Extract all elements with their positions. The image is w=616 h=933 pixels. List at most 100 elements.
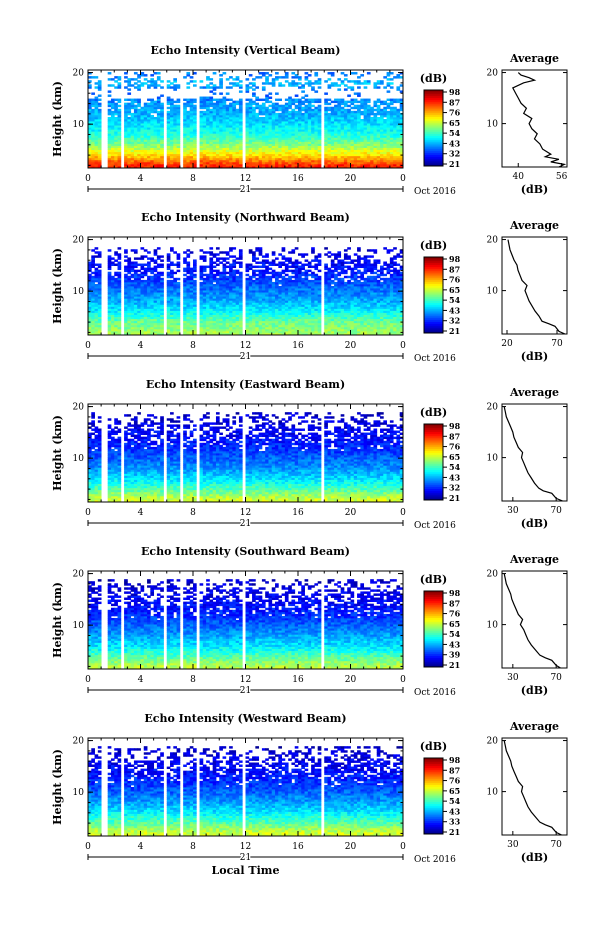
- heatmap-cell: [154, 274, 158, 276]
- heatmap-cell: [252, 251, 256, 253]
- heatmap-cell: [114, 117, 118, 119]
- heatmap-cell: [170, 247, 174, 249]
- heatmap-cell: [160, 264, 164, 266]
- heatmap-cell: [213, 274, 217, 276]
- heatmap-cell: [160, 86, 164, 88]
- heatmap-cell: [298, 76, 302, 78]
- heatmap-cells: [88, 72, 403, 168]
- heatmap-cell: [118, 105, 122, 107]
- heatmap-cell: [262, 117, 266, 119]
- heatmap-cell: [229, 99, 233, 101]
- heatmap-cell: [213, 103, 217, 105]
- heatmap-cell: [367, 72, 371, 74]
- heatmap-cell: [278, 82, 282, 84]
- colorbar-tick-label: 98: [449, 87, 461, 97]
- heatmap-cell: [137, 99, 141, 101]
- heatmap-cell: [88, 274, 92, 276]
- heatmap-cell: [383, 86, 387, 88]
- heatmap-cell: [390, 107, 394, 109]
- heatmap-cell: [351, 111, 355, 113]
- heatmap-cell: [387, 90, 391, 92]
- heatmap-cell: [318, 86, 322, 88]
- heatmap-cell: [141, 280, 145, 282]
- x-tick-label: 0: [85, 174, 91, 184]
- heatmap-cell: [114, 278, 118, 280]
- heatmap-cell: [357, 76, 361, 78]
- heatmap-cell: [131, 274, 135, 276]
- heatmap-cell: [364, 99, 368, 101]
- heatmap-cell: [246, 78, 250, 80]
- heatmap-cell: [367, 80, 371, 82]
- heatmap-cell: [252, 107, 256, 109]
- heatmap-cell: [324, 80, 328, 82]
- x-tick-label: 20: [345, 174, 357, 184]
- heatmap-cell: [226, 86, 230, 88]
- heatmap-cell: [134, 262, 138, 264]
- heatmap-cell: [170, 86, 174, 88]
- heatmap-cell: [311, 109, 315, 111]
- heatmap-cell: [390, 82, 394, 84]
- heatmap-cell: [144, 255, 148, 257]
- heatmap-cell: [154, 259, 158, 261]
- heatmap-cell: [150, 99, 154, 101]
- heatmap-cell: [167, 80, 171, 82]
- heatmap-cell: [239, 80, 243, 82]
- heatmap-cell: [141, 247, 145, 249]
- heatmap-cell: [223, 251, 227, 253]
- heatmap-cell: [144, 74, 148, 76]
- heatmap-cell: [95, 264, 99, 266]
- heatmap-cell: [229, 103, 233, 105]
- heatmap-cell: [173, 78, 177, 80]
- heatmap-cell: [239, 84, 243, 86]
- heatmap-cell: [314, 107, 318, 109]
- heatmap-cell: [108, 78, 112, 80]
- heatmap-cell: [255, 113, 259, 115]
- heatmap-cell: [186, 72, 190, 74]
- heatmap-cell: [134, 72, 138, 74]
- heatmap-cell: [223, 264, 227, 266]
- heatmap-cell: [134, 270, 138, 272]
- heatmap-cell: [160, 259, 164, 261]
- heatmap-cell: [360, 74, 364, 76]
- x-tick-label: 0: [400, 174, 406, 184]
- heatmap-cell: [114, 272, 118, 274]
- heatmap-cell: [239, 99, 243, 101]
- heatmap-cell: [351, 86, 355, 88]
- heatmap-cell: [160, 255, 164, 257]
- heatmap-cell: [390, 78, 394, 80]
- heatmap-cell: [328, 113, 332, 115]
- heatmap-cell: [144, 268, 148, 270]
- heatmap-cell: [124, 86, 128, 88]
- heatmap-cell: [108, 101, 112, 103]
- heatmap-cell: [131, 99, 135, 101]
- heatmap-cell: [157, 97, 161, 99]
- x-tick-label: 4: [138, 174, 144, 184]
- heatmap-cell: [134, 99, 138, 101]
- heatmap-cell: [328, 103, 332, 105]
- heatmap-cell: [252, 270, 256, 272]
- heatmap-cell: [360, 111, 364, 113]
- heatmap-cell: [334, 99, 338, 101]
- heatmap-cell: [393, 99, 397, 101]
- heatmap-cell: [203, 86, 207, 88]
- heatmap-cell: [393, 76, 397, 78]
- heatmap-cell: [236, 109, 240, 111]
- heatmap-cell: [170, 262, 174, 264]
- heatmap-cell: [200, 111, 204, 113]
- heatmap-cell: [285, 80, 289, 82]
- heatmap-cell: [331, 72, 335, 74]
- heatmap-cell: [157, 76, 161, 78]
- heatmap-cell: [236, 101, 240, 103]
- heatmap-cell: [275, 72, 279, 74]
- heatmap-cell: [298, 99, 302, 101]
- x-tick-label: 8: [190, 174, 196, 184]
- heatmap-cell: [209, 257, 213, 259]
- heatmap-cell: [114, 76, 118, 78]
- heatmap-cell: [134, 86, 138, 88]
- heatmap-cell: [134, 257, 138, 259]
- heatmap-cell: [278, 105, 282, 107]
- heatmap-cell: [213, 253, 217, 255]
- heatmap-cell: [183, 76, 187, 78]
- heatmap-cell: [393, 107, 397, 109]
- heatmap-cell: [246, 264, 250, 266]
